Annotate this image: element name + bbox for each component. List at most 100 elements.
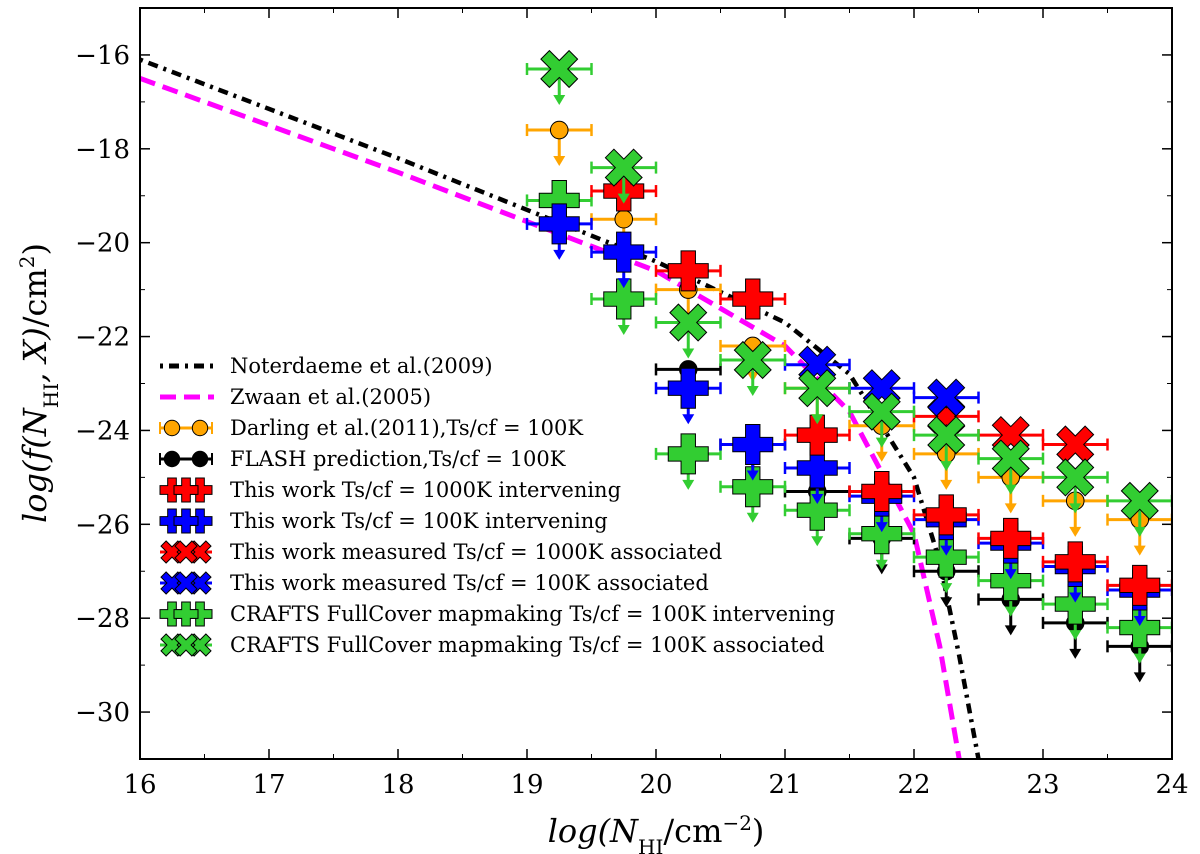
marker [927,415,966,455]
limit-arrow-head [553,156,566,167]
marker [667,433,709,475]
legend-entry: CRAFTS FullCover mapmaking Ts/cf = 100K … [159,601,835,627]
data-point [848,470,916,512]
marker [861,470,903,512]
marker [667,367,709,409]
marker [1120,481,1159,520]
limit-arrow-head [1004,503,1017,514]
legend-marker [163,450,181,468]
limit-arrow-head [1133,672,1146,683]
data-point [525,203,593,260]
legend-marker [173,601,199,627]
data-point [590,148,658,204]
y-tick-label: −22 [75,323,130,353]
limit-arrow-head [940,583,953,594]
limit-arrow-head [1004,606,1017,617]
data-point [783,414,851,456]
limit-arrow-head [875,437,888,448]
data-point [1041,583,1109,641]
limit-arrow-head [746,512,759,523]
y-tick-label: −18 [75,135,130,165]
limit-arrow-head [553,95,566,106]
limit-arrow-head [811,493,824,504]
limit-arrow-head [1133,616,1146,627]
limit-arrow-head [1004,625,1017,636]
marker [862,392,901,431]
legend-entry: CRAFTS FullCover mapmaking Ts/cf = 100K … [160,633,825,657]
legend-label: This work measured Ts/cf = 1000K associa… [230,540,722,564]
data-point [654,303,722,359]
legend-marker [173,477,199,503]
limit-arrow-head [746,386,759,397]
limit-arrow-head [1069,503,1082,514]
data-point [719,424,787,481]
legend-entry: This work measured Ts/cf = 100K associat… [160,571,709,595]
data-point [1106,564,1172,606]
data-point [848,392,916,448]
x-tick-label: 19 [510,770,543,800]
limit-arrow-head [1133,526,1146,537]
limit-arrow-head [1004,569,1017,580]
y-tick-label: −20 [75,229,130,259]
x-tick-label: 21 [768,770,801,800]
marker [1056,458,1095,497]
legend-marker [174,571,198,595]
data-point [977,517,1045,559]
limit-arrow-head [940,461,953,472]
limit-arrow-head [1069,526,1082,537]
legend-marker [173,508,199,534]
legend-marker [191,450,209,468]
limit-arrow-head [811,536,824,547]
curve-noterdaeme [140,57,981,759]
legend-label: FLASH prediction,Ts/cf = 100K [230,447,566,471]
data-point [719,340,787,397]
marker [667,250,709,292]
limit-arrow-head [682,414,695,425]
x-tick-label: 17 [252,770,285,800]
x-tick-label: 18 [381,770,414,800]
marker [733,340,772,380]
marker [540,49,579,89]
data-point [912,415,980,472]
limit-arrow-head [1133,653,1146,664]
legend-entry: Darling et al.(2011),Ts/cf = 100K [159,416,583,440]
legend-marker [163,419,181,437]
y-tick-label: −16 [75,41,130,71]
limit-arrow-head [617,325,630,336]
legend-label: CRAFTS FullCover mapmaking Ts/cf = 100K … [230,633,825,657]
y-axis-label: log(f(NHI, X)/cm2) [15,243,63,523]
legend-entry: This work measured Ts/cf = 1000K associa… [160,540,722,564]
limit-arrow-head [1133,545,1146,556]
data-point [848,513,916,570]
marker [1054,541,1096,583]
limit-arrow-head [875,559,888,570]
limit-arrow-head [940,479,953,490]
marker [990,560,1032,602]
marker [603,278,645,320]
limit-arrow-head [875,451,888,462]
marker [1054,583,1096,625]
limit-arrow-head [1069,648,1082,659]
legend-marker [191,419,209,437]
data-point [912,494,980,536]
legend-entry: FLASH prediction,Ts/cf = 100K [159,447,566,471]
limit-arrow-head [940,545,953,556]
limit-arrow-head [1069,592,1082,603]
data-point [1106,607,1172,664]
plot-frame [139,7,1173,760]
marker [1119,607,1161,649]
marker [796,414,838,456]
legend-marker [174,633,198,657]
legend-entry: This work Ts/cf = 1000K intervening [159,477,621,503]
data-point [783,489,851,547]
curve-zwaan [140,76,962,759]
marker [549,120,569,140]
marker [538,203,580,245]
marker [991,439,1030,478]
x-axis-label: log(NHI/cm−2) [548,811,765,854]
data-point [525,120,593,167]
marker [796,489,838,531]
data-point [719,466,787,523]
data-point [783,447,851,504]
